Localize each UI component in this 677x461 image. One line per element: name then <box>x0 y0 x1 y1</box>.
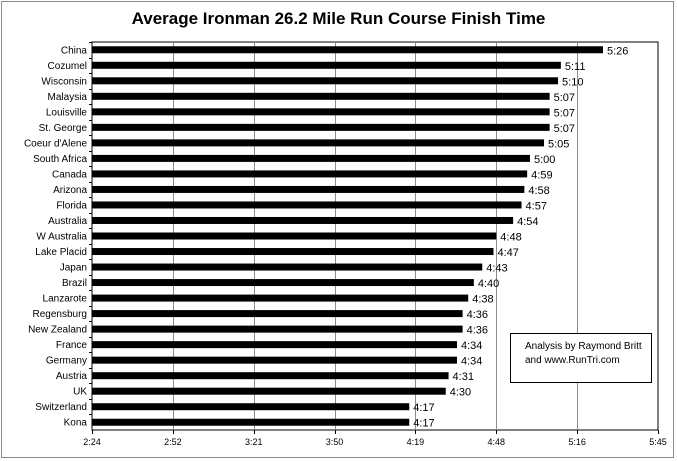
data-label-12: 4:48 <box>500 232 521 244</box>
category-label-4: Louisville <box>46 107 88 118</box>
bar-22 <box>92 387 446 395</box>
x-tick-label-0: 2:24 <box>83 437 101 447</box>
data-label-0: 5:26 <box>607 45 628 57</box>
category-label-2: Wisconsin <box>41 76 87 87</box>
bar-15 <box>92 279 474 287</box>
bar-4 <box>92 108 550 116</box>
data-label-5: 5:07 <box>554 123 575 135</box>
data-label-16: 4:38 <box>472 294 493 306</box>
category-label-0: China <box>61 45 88 56</box>
data-label-2: 5:10 <box>562 76 583 88</box>
bar-10 <box>92 201 522 209</box>
analysis-note-line2: and www.RunTri.com <box>525 355 620 366</box>
category-label-24: Kona <box>64 418 88 429</box>
x-tick-label-4: 4:19 <box>407 437 425 447</box>
category-label-5: St. George <box>39 123 88 134</box>
x-tick-label-1: 2:52 <box>164 437 182 447</box>
category-label-3: Malaysia <box>48 92 88 103</box>
category-label-7: South Africa <box>33 154 87 165</box>
data-label-14: 4:43 <box>486 263 507 275</box>
bar-11 <box>92 216 514 224</box>
bar-13 <box>92 248 494 256</box>
category-label-19: France <box>56 340 88 351</box>
bar-23 <box>92 403 410 411</box>
x-tick-label-3: 3:50 <box>326 437 344 447</box>
bar-8 <box>92 170 528 178</box>
data-label-9: 4:58 <box>528 185 549 197</box>
bar-5 <box>92 123 550 131</box>
data-label-10: 4:57 <box>526 200 547 212</box>
x-tick-label-5: 4:48 <box>488 437 506 447</box>
bar-16 <box>92 294 469 302</box>
bar-0 <box>92 46 603 54</box>
data-label-4: 5:07 <box>554 107 575 119</box>
bar-19 <box>92 341 457 349</box>
category-label-17: Regensburg <box>33 309 87 320</box>
data-label-8: 4:59 <box>531 169 552 181</box>
data-label-17: 4:36 <box>467 309 488 321</box>
category-label-15: Brazil <box>62 278 87 289</box>
bar-3 <box>92 92 550 100</box>
data-label-1: 5:11 <box>565 61 586 73</box>
data-label-11: 4:54 <box>517 216 538 228</box>
category-label-23: Switzerland <box>35 402 87 413</box>
bar-24 <box>92 418 410 426</box>
category-label-12: W Australia <box>36 232 87 243</box>
chart-title: Average Ironman 26.2 Mile Run Course Fin… <box>131 9 546 28</box>
bar-1 <box>92 61 561 69</box>
bar-18 <box>92 325 463 333</box>
bar-6 <box>92 139 545 147</box>
data-label-21: 4:31 <box>453 371 474 383</box>
category-label-1: Cozumel <box>48 61 87 72</box>
bar-17 <box>92 310 463 318</box>
data-label-19: 4:34 <box>461 340 482 352</box>
analysis-note: Analysis by Raymond Britt and www.RunTri… <box>510 333 652 383</box>
data-label-20: 4:34 <box>461 356 482 368</box>
data-label-6: 5:05 <box>548 138 569 150</box>
data-label-22: 4:30 <box>450 387 471 399</box>
x-tick-label-7: 5:45 <box>649 437 667 447</box>
bar-14 <box>92 263 483 271</box>
bar-2 <box>92 77 559 85</box>
category-label-8: Canada <box>52 169 87 180</box>
data-label-18: 4:36 <box>467 325 488 337</box>
category-label-22: UK <box>73 387 87 398</box>
bar-20 <box>92 356 457 364</box>
bar-12 <box>92 232 497 240</box>
category-label-9: Arizona <box>53 185 87 196</box>
data-label-24: 4:17 <box>413 418 434 430</box>
data-label-3: 5:07 <box>554 92 575 104</box>
analysis-note-line1: Analysis by Raymond Britt <box>525 341 642 352</box>
data-label-7: 5:00 <box>534 154 555 166</box>
category-label-10: Florida <box>56 200 87 211</box>
category-label-18: New Zealand <box>28 325 87 336</box>
x-tick-label-6: 5:16 <box>568 437 586 447</box>
bar-9 <box>92 185 525 193</box>
x-tick-label-2: 3:21 <box>245 437 263 447</box>
category-label-16: Lanzarote <box>43 294 88 305</box>
data-label-23: 4:17 <box>413 402 434 414</box>
category-label-14: Japan <box>60 263 87 274</box>
bar-7 <box>92 154 530 162</box>
data-label-15: 4:40 <box>478 278 499 290</box>
category-label-6: Coeur d'Alene <box>24 138 88 149</box>
category-label-21: Austria <box>56 371 88 382</box>
data-label-13: 4:47 <box>497 247 518 259</box>
category-label-13: Lake Placid <box>35 247 87 258</box>
category-label-20: Germany <box>46 356 87 367</box>
bar-21 <box>92 372 449 380</box>
category-label-11: Australia <box>48 216 87 227</box>
